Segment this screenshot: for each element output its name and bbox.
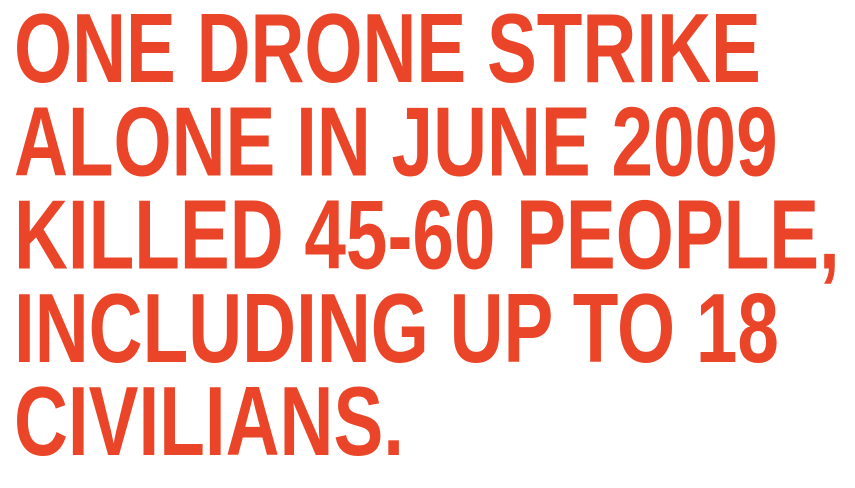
headline-line: INCLUDING UP TO 18	[14, 274, 779, 383]
headline-line: CIVILIANS.	[14, 367, 404, 476]
headline-line: ONE DRONE STRIKE	[14, 0, 761, 103]
headline-line: KILLED 45-60 PEOPLE,	[14, 181, 840, 290]
headline-line: ALONE IN JUNE 2009	[14, 88, 778, 197]
